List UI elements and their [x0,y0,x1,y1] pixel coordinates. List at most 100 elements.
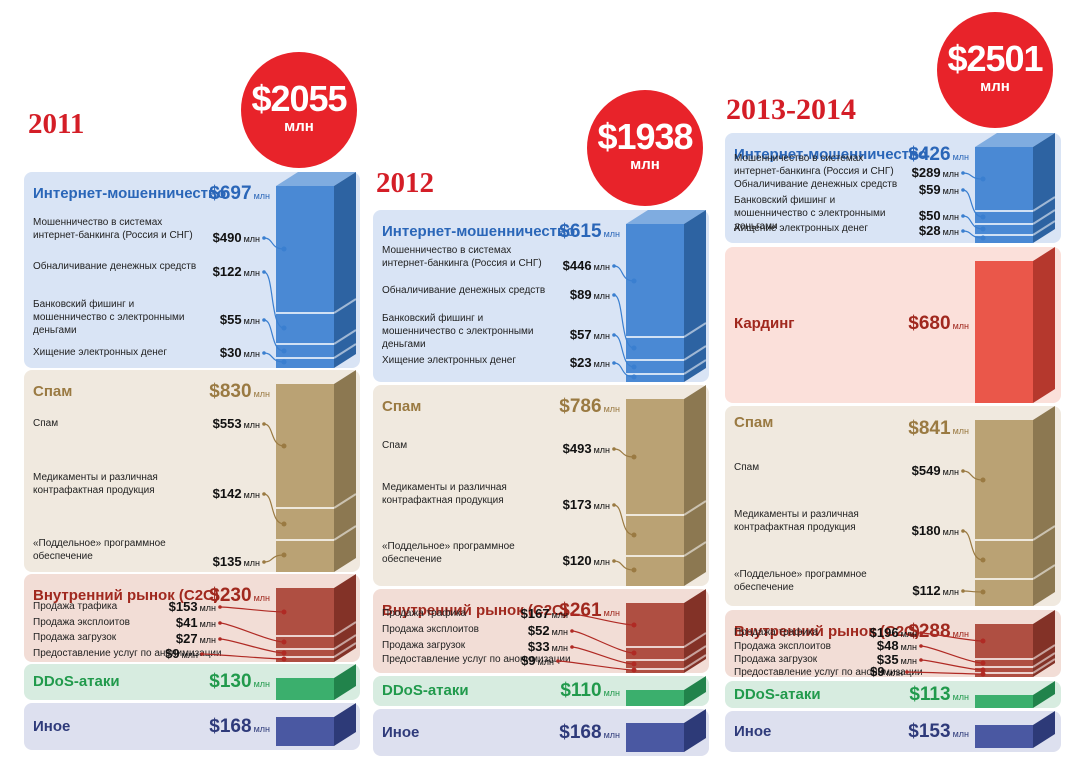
sub-item-label: Обналичивание денежных средств [382,285,546,296]
sub-item-label: Спам [382,440,408,451]
category-unit: млн [253,389,270,399]
bar-front-face [626,399,684,586]
category-unit: млн [603,229,620,239]
category-value: $110 млн [560,680,620,702]
sub-item-unit: млн [942,227,959,237]
bar-side-face [1033,247,1055,403]
bar-top-face [276,172,356,186]
total-value: $2501 [947,38,1043,79]
sub-item-amount: $142 [212,486,242,501]
sub-item-value: $167 млн [521,606,568,621]
category-value: $841 млн [908,418,969,440]
sub-item-unit: млн [199,635,216,645]
bar-top-face [626,210,706,224]
category-value: $615 млн [559,221,620,243]
category-amount: $168 [209,716,252,737]
sub-item-label: Обналичивание денежных средств [734,179,898,190]
bar-divider [333,634,357,650]
category-title: DDoS-атаки [734,686,821,703]
category-unit: млн [952,152,969,162]
bar-divider [683,654,707,670]
sub-item-unit: млн [243,268,260,278]
connector-line [263,554,285,563]
sub-item-amount: $167 [520,606,550,621]
category-unit: млн [253,191,270,201]
category-amount: $288 [908,621,951,642]
category-value: $168 млн [559,722,620,744]
sub-item-amount: $180 [911,523,941,538]
bar-side-face [1033,711,1055,748]
bar-divider [333,621,357,637]
sub-item-label: Предоставление услуг по анонимизации [33,648,222,659]
sub-item-value: $9 млн [521,653,554,668]
bar-divider [683,645,707,661]
category-title: DDoS-атаки [382,682,469,699]
sub-item-value: $196 млн [870,625,917,640]
bar-divider [683,632,707,648]
sub-item-amount: $59 [918,182,941,197]
sub-item-amount: $55 [219,312,242,327]
connector-line [571,630,635,654]
category-amount: $230 [209,585,252,606]
connector-dot [961,589,965,593]
bar-segment [975,711,1055,748]
total-unit: млн [284,118,314,135]
connector-dot [961,214,965,218]
bar-front-face [975,147,1033,243]
category-unit: млн [952,692,969,702]
connector-dot [612,447,616,451]
bar-divider [1032,209,1056,225]
bar-divider [683,541,707,557]
category-amount: $830 [209,381,252,402]
category-unit: млн [253,724,270,734]
sub-item-unit: млн [243,490,260,500]
bar-divider [683,359,707,375]
connector-line [263,493,285,525]
connector-dot [631,374,637,380]
sub-item-unit: млн [243,316,260,326]
bar-side-face [334,703,356,746]
category-amount: $110 [560,680,602,701]
sub-item-amount: $446 [562,258,592,273]
bar-front-face [276,678,334,700]
category-title: Спам [33,383,73,400]
connector-dot [218,637,222,641]
connector-dot [631,364,637,370]
connector-line [962,530,984,561]
sub-item-label: Спам [33,418,59,429]
sub-item-unit: млн [900,642,917,652]
bar-segment [276,172,357,368]
sub-item-amount: $9 [165,646,180,661]
bar-segment [626,676,706,706]
bar-front-face [626,723,684,752]
sub-item-amount: $553 [212,416,242,431]
sub-item-value: $446 млн [563,258,610,273]
sub-item-unit: млн [593,291,610,301]
connector-line [613,560,635,571]
connector-line [613,362,635,378]
sub-item-label: «Поддельное» программное обеспечение [33,538,166,562]
category-value: $153 млн [908,721,969,743]
sub-item-value: $135 млн [213,554,260,569]
category-unit: млн [952,426,969,436]
connector-dot [262,270,266,274]
bar-segment [975,610,1056,677]
category-title: Кардинг [734,315,795,332]
connector-dot [281,348,287,354]
sub-item-value: $173 млн [563,497,610,512]
total-unit: млн [630,156,660,173]
category-value: $288 млн [908,621,969,643]
total-value: $2055 [251,78,347,119]
connector-dot [961,469,965,473]
connector-line [962,470,984,481]
sub-item-amount: $9 [521,653,536,668]
connector-dot [281,650,287,656]
sub-item-label: Продажа загрузок [382,640,466,651]
bar-segment [975,681,1055,708]
connector-dot [631,667,637,673]
sub-item-amount: $27 [175,631,198,646]
connector-line [920,659,984,671]
connector-line [920,632,984,642]
category-value: $680 млн [908,313,969,335]
sub-item-label: Хищение электронных денег [33,347,167,358]
